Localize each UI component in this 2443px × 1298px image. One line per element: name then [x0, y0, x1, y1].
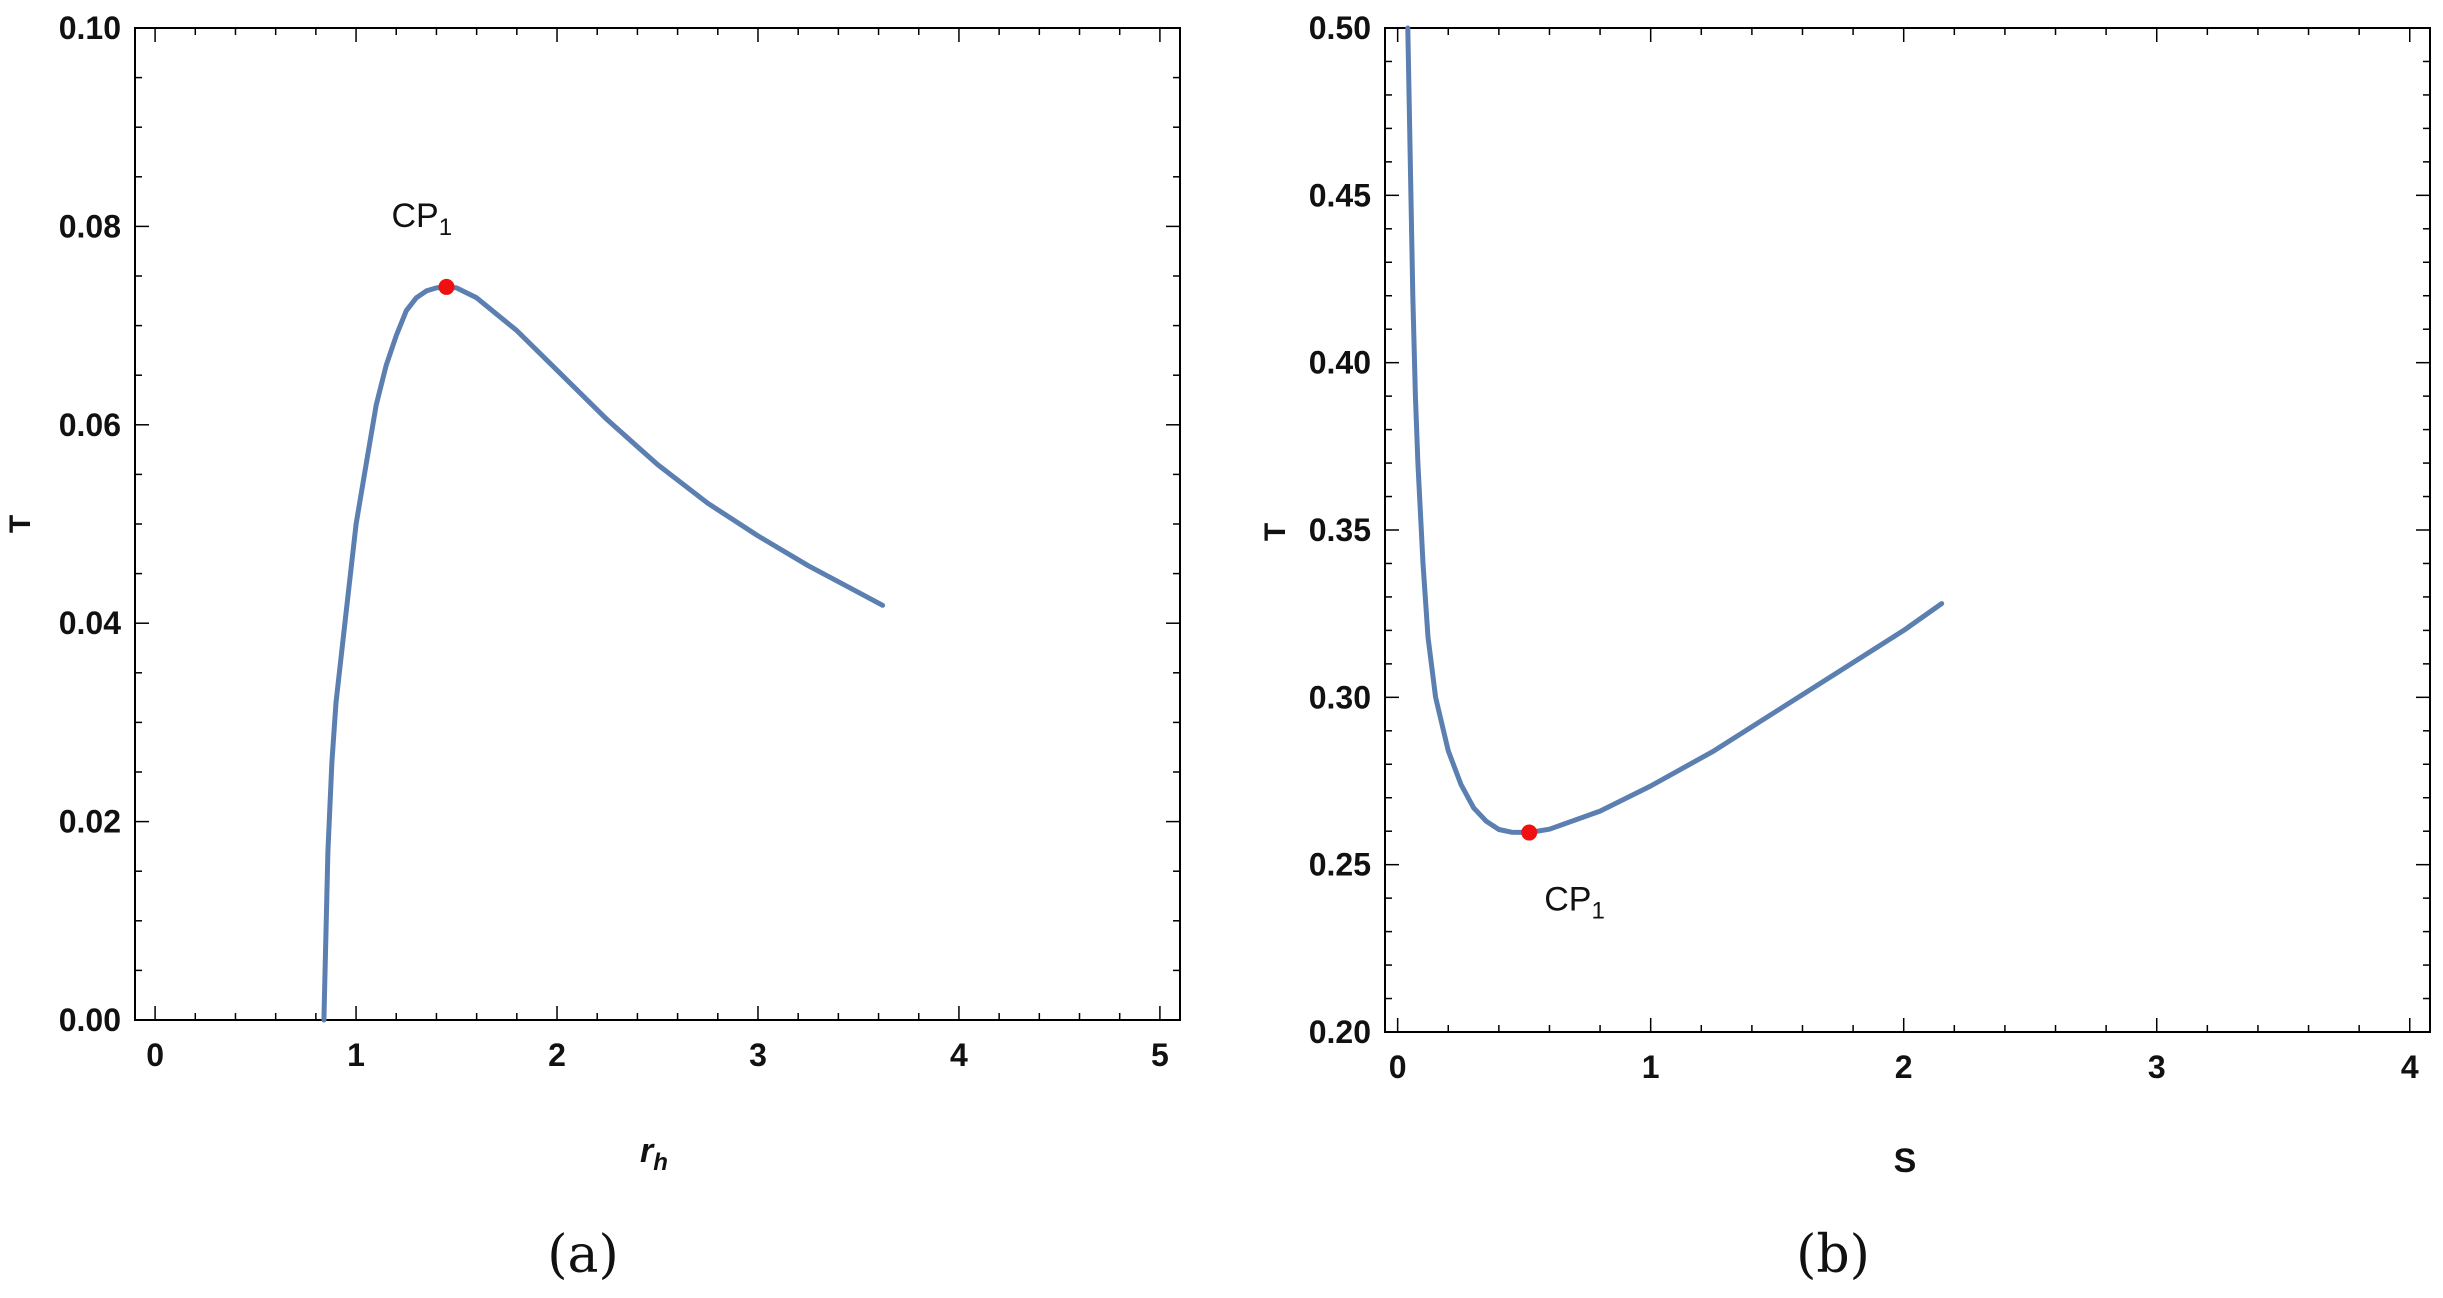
y-tick-label: 0.35 — [1309, 512, 1371, 548]
panel-a-caption: (a) — [547, 1225, 619, 1285]
panel-a-y-axis-label: T — [4, 515, 37, 533]
panel-b-plot-frame — [1384, 27, 2431, 1033]
y-tick-label: 0.30 — [1309, 679, 1371, 715]
panel-b-cp-text: CP — [1544, 881, 1591, 919]
y-tick-label: 0.06 — [59, 407, 121, 443]
panel-b-critical-point-marker — [1521, 824, 1538, 841]
panel-a-series-line — [321, 284, 886, 1023]
panel-a-cp-text: CP — [391, 197, 438, 235]
panel-b-ticks — [1385, 27, 2430, 1033]
panel-a-x-axis-label: rh — [640, 1132, 668, 1176]
panel-a-ticks — [135, 27, 1180, 1021]
panel-b-critical-point-label: CP1 — [1544, 881, 1605, 925]
x-tick-label: 1 — [1642, 1049, 1660, 1085]
y-tick-label: 0.08 — [59, 208, 121, 244]
y-tick-label: 0.40 — [1309, 345, 1371, 381]
panel-b-x-tick-labels: 0 1 2 3 4 — [1389, 1049, 2419, 1085]
panel-b-series-line — [1405, 25, 1945, 835]
panel-a-x-tick-labels: 0 1 2 3 4 5 — [146, 1037, 1169, 1073]
x-tick-label: 0 — [1389, 1049, 1407, 1085]
x-tick-label: 4 — [950, 1037, 968, 1073]
panel-a-critical-point-label: CP1 — [391, 197, 452, 241]
y-tick-label: 0.02 — [59, 804, 121, 840]
x-tick-label: 5 — [1151, 1037, 1169, 1073]
y-tick-label: 0.25 — [1309, 847, 1371, 883]
panel-a-x-axis-label-sub: h — [653, 1149, 668, 1176]
x-tick-label: 3 — [749, 1037, 767, 1073]
y-tick-label: 0.45 — [1309, 177, 1371, 213]
y-tick-label: 0.50 — [1309, 10, 1371, 46]
y-tick-label: 0.20 — [1309, 1014, 1371, 1050]
x-tick-label: 2 — [1895, 1049, 1913, 1085]
y-tick-label: 0.04 — [59, 605, 121, 641]
panel-b-x-axis-label: S — [1894, 1142, 1917, 1180]
x-tick-label: 1 — [347, 1037, 365, 1073]
panel-b-y-axis-label: T — [1259, 523, 1292, 541]
x-tick-label: 0 — [146, 1037, 164, 1073]
panel-b-caption: (b) — [1796, 1225, 1870, 1285]
x-tick-label: 4 — [2401, 1049, 2419, 1085]
panel-a-cp-subscript: 1 — [439, 214, 452, 241]
panel-b-y-tick-labels: 0.20 0.25 0.30 0.35 0.40 0.45 0.50 — [1309, 10, 1371, 1050]
panel-a-plot-frame — [134, 27, 1181, 1021]
x-tick-label: 3 — [2148, 1049, 2166, 1085]
y-tick-label: 0.10 — [59, 10, 121, 46]
panel-b-cp-subscript: 1 — [1591, 898, 1604, 925]
x-tick-label: 2 — [548, 1037, 566, 1073]
panel-a-x-axis-label-main: r — [640, 1132, 655, 1170]
panel-a-y-tick-labels: 0.00 0.02 0.04 0.06 0.08 0.10 — [59, 10, 121, 1038]
y-tick-label: 0.00 — [59, 1002, 121, 1038]
panel-a-critical-point-marker — [438, 278, 455, 295]
